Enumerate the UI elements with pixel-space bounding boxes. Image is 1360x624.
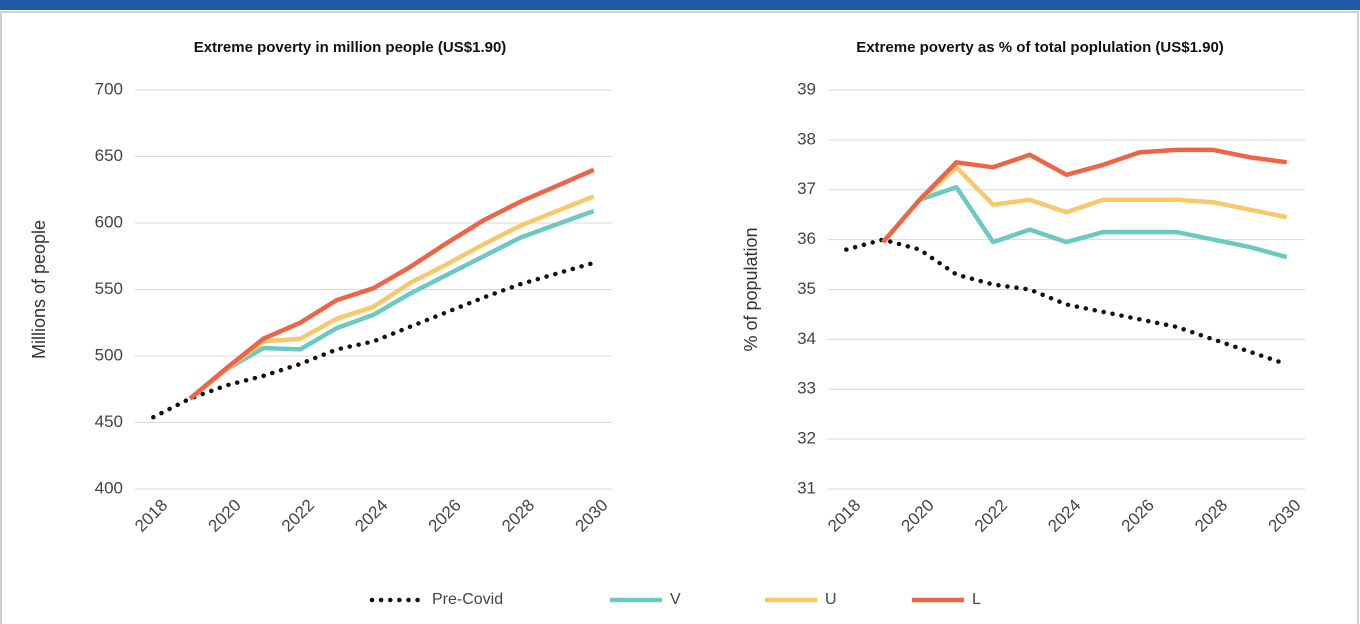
series-line	[188, 194, 595, 401]
y-tick-label: 500	[95, 345, 123, 364]
x-tick-label: 2030	[571, 496, 611, 536]
y-tick-label: 31	[797, 478, 816, 497]
x-tick-label: 2028	[498, 496, 538, 536]
series-line	[844, 237, 1289, 367]
chart-title: Extreme poverty as % of total poplulatio…	[856, 39, 1224, 56]
y-tick-label: 36	[797, 229, 816, 248]
series-line	[188, 208, 595, 401]
y-tick-label: 700	[95, 79, 123, 98]
series-line	[151, 260, 596, 420]
y-tick-label: 39	[797, 79, 816, 98]
y-tick-label: 34	[797, 329, 816, 348]
y-tick-label: 32	[797, 429, 816, 448]
y-tick-label: 550	[95, 279, 123, 298]
x-tick-label: 2020	[205, 496, 245, 536]
series-line	[881, 165, 1288, 244]
x-tick-label: 2020	[898, 496, 938, 536]
legend-label: V	[670, 591, 681, 608]
y-tick-label: 33	[797, 379, 816, 398]
y-tick-label: 450	[95, 412, 123, 431]
y-axis-label: Millions of people	[29, 220, 49, 359]
x-tick-label: 2024	[351, 496, 391, 536]
series-line	[881, 185, 1288, 260]
y-tick-label: 600	[95, 212, 123, 231]
y-tick-label: 38	[797, 129, 816, 148]
y-axis-label: % of population	[741, 227, 761, 351]
x-tick-label: 2018	[824, 496, 864, 536]
y-tick-label: 37	[797, 179, 816, 198]
y-tick-label: 35	[797, 279, 816, 298]
x-tick-label: 2018	[131, 496, 171, 536]
x-tick-label: 2022	[971, 496, 1011, 536]
x-tick-label: 2024	[1044, 496, 1084, 536]
legend-label: Pre-Covid	[432, 591, 503, 608]
frame	[0, 11, 1359, 624]
x-tick-label: 2028	[1191, 496, 1231, 536]
legend-label: U	[825, 591, 837, 608]
x-tick-label: 2022	[278, 496, 318, 536]
legend-label: L	[972, 591, 981, 608]
y-tick-label: 650	[95, 146, 123, 165]
y-tick-label: 400	[95, 478, 123, 497]
x-tick-label: 2030	[1264, 496, 1304, 536]
x-tick-label: 2026	[1118, 496, 1158, 536]
series-line	[188, 167, 595, 401]
series-line	[881, 147, 1288, 244]
header-strip	[0, 0, 1360, 10]
x-tick-label: 2026	[425, 496, 465, 536]
chart-title: Extreme poverty in million people (US$1.…	[194, 39, 507, 56]
